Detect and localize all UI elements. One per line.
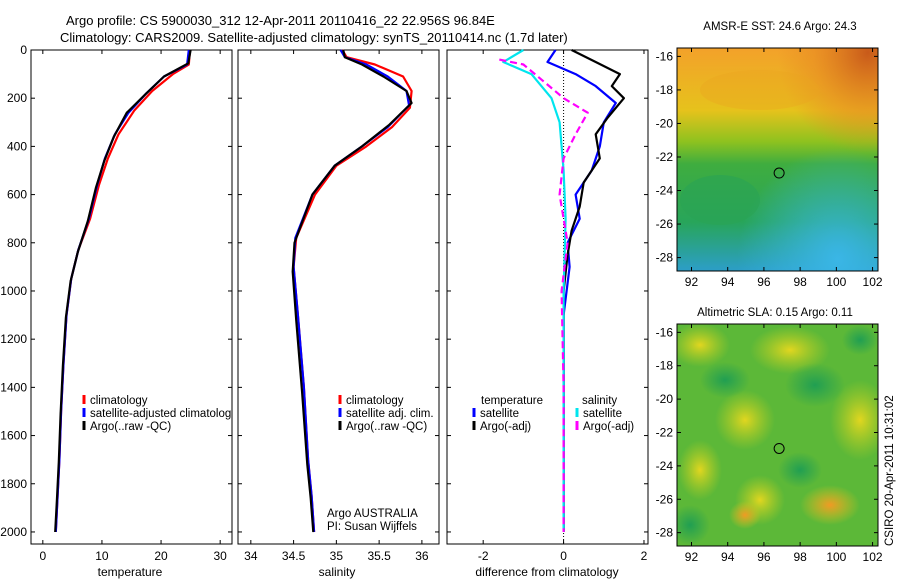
map-x-tick-label: 96: [757, 550, 771, 564]
series-line-2: [291, 49, 413, 533]
map-y-tick-label: -20: [656, 116, 674, 130]
x-tick-label: 0: [560, 549, 567, 563]
y-tick-label: 1200: [0, 332, 27, 346]
x-tick-label: 36: [415, 549, 429, 563]
x-tick-label: 30: [213, 549, 227, 563]
legend-label: Argo(..raw -QC): [346, 421, 427, 433]
legend-label: climatology: [90, 395, 148, 407]
x-tick-label: 34: [244, 549, 258, 563]
legend-title-temperature: temperature: [481, 395, 543, 407]
sst-map-axes: 92 94 96 98 100 102 -16 -18 -20 -22 -24 -26 -28: [656, 48, 883, 289]
legend-label: satellite: [480, 408, 519, 420]
map-y-tick-label: -26: [656, 217, 674, 231]
y-tick-label: 2000: [0, 525, 27, 539]
salinity-axes-frame: [237, 49, 440, 545]
series-line-2: [54, 49, 192, 533]
salinity-xlabel: salinity: [319, 565, 356, 579]
temperature-panel: 0 10 20 30 0 200 400 600 800 1000 1200 1400 1600 1800…: [0, 43, 233, 579]
legend-label: satellite-adjusted climatolog: [90, 408, 231, 420]
map-x-tick-label: 100: [826, 550, 846, 564]
temperature-xlabel: temperature: [98, 565, 163, 579]
y-tick-label: 1600: [0, 429, 27, 443]
map-y-tick-label: -20: [656, 392, 674, 406]
map-x-tick-label: 98: [793, 550, 807, 564]
x-tick-label: 0: [39, 549, 46, 563]
y-tick-label: 200: [7, 91, 27, 105]
sst-map-panel: AMSR-E SST: 24.6 Argo: 24.3 92 94 96 98 100 1…: [656, 21, 883, 289]
header-line2: Climatology: CARS2009. Satellite-adjuste…: [60, 30, 568, 45]
map-y-tick-label: -18: [656, 359, 674, 373]
x-tick-label: 2: [641, 549, 648, 563]
timestamp-side-label: CSIRO 20-Apr-2011 10:31:02: [884, 395, 896, 546]
map-x-tick-label: 100: [826, 275, 846, 289]
map-y-tick-label: -28: [656, 526, 674, 540]
map-y-tick-label: -24: [656, 184, 674, 198]
sst-map-title: AMSR-E SST: 24.6 Argo: 24.3: [703, 21, 856, 33]
x-tick-label: 10: [95, 549, 109, 563]
x-tick-label: 35: [330, 549, 344, 563]
y-tick-label: 0: [20, 43, 27, 57]
map-x-tick-label: 102: [863, 275, 883, 289]
map-x-tick-label: 98: [793, 275, 807, 289]
map-y-tick-label: -22: [656, 425, 674, 439]
sst-map-frame: [676, 47, 879, 272]
header-line1: Argo profile: CS 5900030_312 12-Apr-2011…: [66, 13, 495, 28]
map-x-tick-label: 92: [685, 550, 699, 564]
salinity-annotation: Argo AUSTRALIA: [327, 508, 418, 520]
argo-float-marker: [773, 442, 785, 454]
map-x-tick-label: 94: [721, 550, 735, 564]
x-tick-label: 35.5: [367, 549, 391, 563]
map-y-tick-label: -28: [656, 251, 674, 265]
salinity-annotation: PI: Susan Wijffels: [327, 521, 417, 533]
temperature-plot: 0 10 20 30 0 200 400 600 800 1000 1200 1400 1600 1800…: [0, 43, 232, 563]
series-line-3: [499, 58, 589, 532]
map-y-tick-label: -18: [656, 83, 674, 97]
legend-title-salinity: salinity: [582, 395, 617, 407]
legend-label: Argo(..raw -QC): [90, 421, 171, 433]
temperature-axes-frame: [30, 49, 233, 545]
y-tick-label: 1000: [0, 284, 27, 298]
y-tick-label: 600: [7, 188, 27, 202]
legend-label: Argo(-adj): [583, 421, 634, 433]
x-tick-label: -2: [478, 549, 489, 563]
legend-label: climatology: [346, 395, 404, 407]
sla-map-axes: 92 94 96 98 100 102 -16 -18 -20 -22 -24 -26 -28: [656, 324, 883, 564]
y-tick-label: 1800: [0, 477, 27, 491]
difference-axes-frame: [446, 49, 649, 545]
map-x-tick-label: 96: [757, 275, 771, 289]
y-tick-label: 800: [7, 236, 27, 250]
argo-float-marker: [773, 167, 785, 179]
sla-map-frame: [676, 323, 879, 547]
map-y-tick-label: -24: [656, 459, 674, 473]
map-y-tick-label: -16: [656, 49, 674, 63]
legend-label: Argo(-adj): [480, 421, 531, 433]
x-tick-label: 20: [154, 549, 168, 563]
map-x-tick-label: 102: [863, 550, 883, 564]
y-tick-label: 400: [7, 139, 27, 153]
map-x-tick-label: 92: [685, 275, 699, 289]
legend-label: satellite adj. clim.: [346, 408, 434, 420]
sla-map-panel: Altimetric SLA: 0.15 Argo: 0.11 92 94 96 98…: [656, 307, 883, 564]
map-y-tick-label: -26: [656, 492, 674, 506]
difference-xlabel: difference from climatology: [475, 565, 618, 579]
map-y-tick-label: -16: [656, 325, 674, 339]
map-y-tick-label: -22: [656, 150, 674, 164]
map-x-tick-label: 94: [721, 275, 735, 289]
sla-map-title: Altimetric SLA: 0.15 Argo: 0.11: [697, 307, 853, 319]
y-tick-label: 1400: [0, 380, 27, 394]
x-tick-label: 34.5: [282, 549, 306, 563]
legend-label: satellite: [583, 408, 622, 420]
